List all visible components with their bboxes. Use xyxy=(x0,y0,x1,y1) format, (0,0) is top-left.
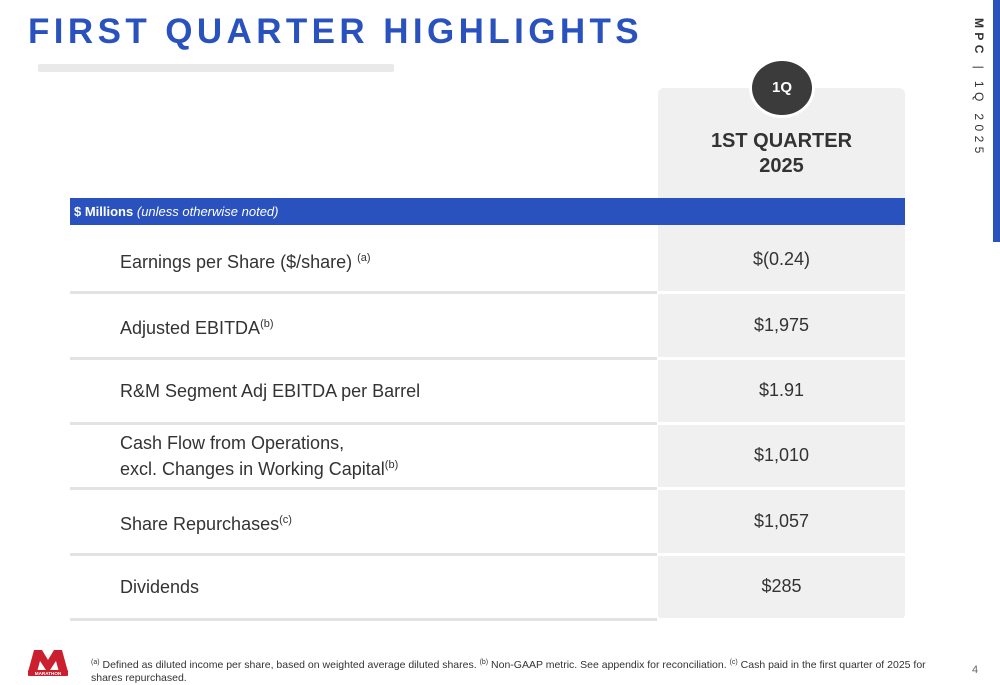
footnote-mark: (b) xyxy=(260,317,274,330)
page-number: 4 xyxy=(972,664,979,676)
marathon-logo-icon: MARATHON xyxy=(28,650,68,676)
side-accent-bar xyxy=(993,0,1000,242)
row-label: Adjusted EBITDA(b) xyxy=(120,317,274,338)
row-divider xyxy=(70,618,657,621)
svg-text:MARATHON: MARATHON xyxy=(35,671,62,676)
side-divider: | xyxy=(972,65,986,74)
row-value: $1,975 xyxy=(753,315,810,335)
side-label: MPC | 1Q 2025 xyxy=(972,18,986,158)
quarter-column-panel xyxy=(658,88,905,620)
row-divider xyxy=(70,291,657,294)
row-value: $1,010 xyxy=(753,445,810,465)
side-period: 1Q 2025 xyxy=(972,80,986,158)
row-value: $(0.24) xyxy=(752,249,811,269)
table-row: Cash Flow from Operations, excl. Changes… xyxy=(70,424,905,490)
row-label: Earnings per Share ($/share) (a) xyxy=(120,251,371,272)
table-row: Share Repurchases(c) $1,057 xyxy=(70,490,905,556)
column-header: 1ST QUARTER 2025 xyxy=(658,129,905,179)
row-label: Share Repurchases(c) xyxy=(120,513,292,534)
footnote-mark: (c) xyxy=(279,513,292,526)
page-title: FIRST QUARTER HIGHLIGHTS xyxy=(28,12,644,51)
row-label: Dividends xyxy=(120,576,200,597)
units-italic: (unless otherwise noted) xyxy=(136,204,279,219)
table-row: Dividends $285 xyxy=(70,555,905,621)
row-divider xyxy=(70,422,657,425)
row-divider xyxy=(70,487,657,490)
row-value: $285 xyxy=(761,576,802,596)
row-divider xyxy=(70,357,657,360)
units-bold: $ Millions xyxy=(74,204,134,219)
table-row: Adjusted EBITDA(b) $1,975 xyxy=(70,294,905,360)
title-underline xyxy=(38,64,394,72)
row-label: Cash Flow from Operations, excl. Changes… xyxy=(120,432,399,479)
footnote-mark: (a) xyxy=(357,251,371,264)
table-row: Earnings per Share ($/share) (a) $(0.24) xyxy=(70,228,905,294)
footnote-mark: (b) xyxy=(384,458,399,471)
row-label: R&M Segment Adj EBITDA per Barrel xyxy=(120,380,421,401)
row-value: $1,057 xyxy=(753,511,810,531)
row-value: $1.91 xyxy=(758,380,805,400)
column-header-line2: 2025 xyxy=(759,155,804,177)
footnotes: (a) Defined as diluted income per share,… xyxy=(91,659,926,684)
table-row: R&M Segment Adj EBITDA per Barrel $1.91 xyxy=(70,359,905,425)
row-divider xyxy=(70,553,657,556)
column-header-line1: 1ST QUARTER xyxy=(710,130,853,152)
quarter-badge: 1Q xyxy=(749,58,815,118)
units-band: $ Millions (unless otherwise noted) xyxy=(70,198,905,225)
side-company: MPC xyxy=(972,18,986,58)
